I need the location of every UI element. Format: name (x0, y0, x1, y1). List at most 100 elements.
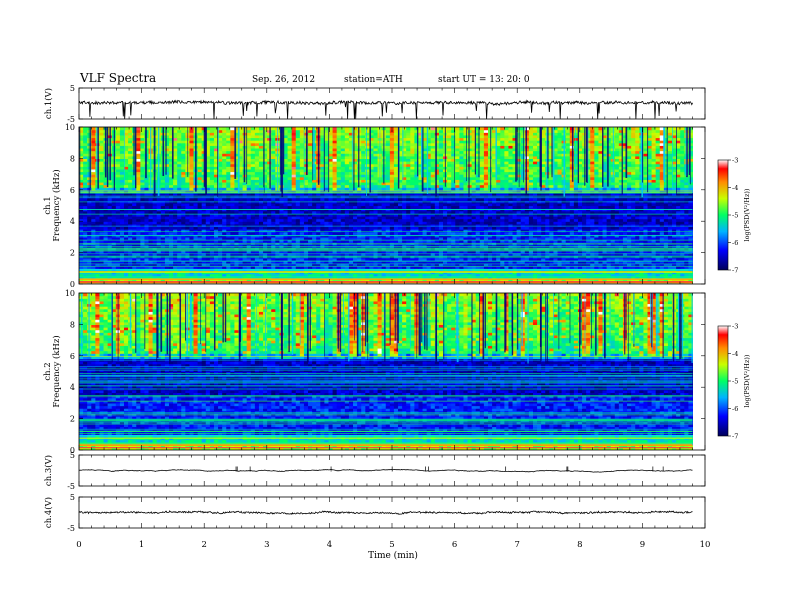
spectrogram-cell (475, 223, 481, 228)
spectrogram-cell (447, 236, 452, 241)
spectrogram-cell (201, 263, 207, 267)
spectrogram-cell (83, 231, 88, 235)
spectrogram-cell (500, 229, 505, 233)
spectrogram-cell (164, 221, 170, 225)
spectrogram-cell (279, 278, 285, 282)
spectrogram-cell (254, 210, 260, 214)
spectrogram-cell (467, 273, 473, 277)
spectrogram-cell (569, 239, 575, 243)
spectrogram-cell (459, 213, 465, 217)
spectrogram-cell (316, 260, 321, 264)
spectrogram-cell (688, 260, 693, 264)
spectrogram-cell (197, 276, 203, 280)
spectrogram-cell (246, 223, 252, 228)
spectrogram-cell (532, 221, 538, 225)
spectrogram-cell (471, 249, 477, 254)
spectrogram-cell (295, 236, 301, 241)
spectrogram-cell (263, 218, 268, 222)
spectrogram-cell (226, 215, 231, 220)
spectrogram-cell (103, 260, 109, 264)
spectrogram-cell (406, 221, 411, 225)
spectrogram-cell (406, 197, 411, 201)
spectrogram-cell (267, 213, 272, 217)
spectrogram-cell (561, 215, 567, 220)
spectrogram-cell (532, 265, 538, 269)
spectrogram-cell (557, 252, 563, 256)
spectrogram-cell (622, 263, 628, 267)
spectrogram-cell (573, 249, 579, 254)
spectrogram-cell (635, 273, 640, 277)
spectrogram-cell (177, 252, 182, 256)
spectrogram-cell (577, 252, 583, 256)
spectrogram-cell (136, 215, 141, 220)
spectrogram-cell (688, 202, 693, 207)
spectrogram-cell (218, 260, 223, 264)
spectrogram-cell (385, 213, 391, 217)
spectrogram-cell (659, 239, 665, 243)
spectrogram-cell (635, 276, 640, 280)
spectrogram-cell (573, 276, 579, 280)
spectrogram-cell (287, 221, 293, 225)
spectrogram-cell (99, 221, 105, 225)
spectrogram-cell (381, 276, 387, 280)
spectrogram-cell (504, 249, 510, 254)
spectrogram-cell (655, 249, 661, 254)
spectrogram-cell (406, 265, 411, 269)
spectrogram-cell (463, 263, 469, 267)
spectrogram-cell (537, 215, 542, 220)
spectrogram-cell (426, 226, 432, 230)
spectrogram-cell (524, 229, 530, 233)
spectrogram-cell (663, 260, 669, 264)
spectrogram-cell (422, 205, 428, 209)
spectrogram-cell (594, 215, 600, 220)
spectrogram-cell (348, 265, 354, 269)
spectrogram-cell (410, 249, 415, 254)
spectrogram-cell (123, 231, 129, 235)
spectrogram-cell (524, 210, 530, 214)
spectrogram-cell (381, 223, 387, 228)
spectrogram-cell (569, 213, 575, 217)
spectrogram-cell (218, 197, 223, 201)
spectrogram-cell (79, 205, 84, 209)
spectrogram-cell (201, 195, 207, 199)
spectrogram-cell (193, 278, 199, 282)
spectrogram-cell (582, 215, 587, 220)
spectrogram-cell (242, 249, 248, 254)
spectrogram-cell (627, 226, 632, 230)
spectrogram-cell (128, 197, 133, 201)
spectrogram-cell (295, 210, 301, 214)
spectrogram-cell (254, 215, 260, 220)
spectrogram-cell (512, 236, 518, 241)
spectrogram-cell (148, 239, 154, 243)
spectrogram-cell (365, 197, 370, 201)
spectrogram-cell (377, 265, 383, 269)
spectrogram-cell (475, 236, 481, 241)
spectrogram-cell (119, 252, 125, 256)
spectrogram-cell (569, 273, 575, 277)
spectrogram-cell (561, 236, 567, 241)
spectrogram-cell (373, 218, 379, 222)
spectrogram-cell (128, 249, 133, 254)
spectrogram-cell (402, 273, 407, 277)
spectrogram-cell (136, 229, 141, 233)
spectrogram-cell (393, 197, 399, 201)
spectrogram-cell (303, 210, 309, 214)
spectrogram-cell (430, 231, 436, 235)
spectrogram-cell (79, 197, 84, 201)
spectrogram-cell (430, 229, 436, 233)
spectrogram-cell (618, 249, 624, 254)
spectrogram-cell (316, 213, 321, 217)
spectrogram-cell (467, 197, 473, 201)
spectrogram-cell (348, 218, 354, 222)
spectrogram-cell (79, 236, 84, 241)
spectrogram-cell (459, 263, 465, 267)
spectrogram-cell (586, 202, 591, 207)
spectrogram-cell (635, 236, 640, 241)
spectrogram-cell (467, 260, 473, 264)
spectrogram-cell (557, 218, 563, 222)
spectrogram-cell (99, 249, 105, 254)
spectrogram-cell (287, 213, 293, 217)
spectrogram-cell (598, 236, 604, 241)
spectrogram-cell (622, 197, 628, 201)
spectrogram-cell (516, 263, 522, 267)
